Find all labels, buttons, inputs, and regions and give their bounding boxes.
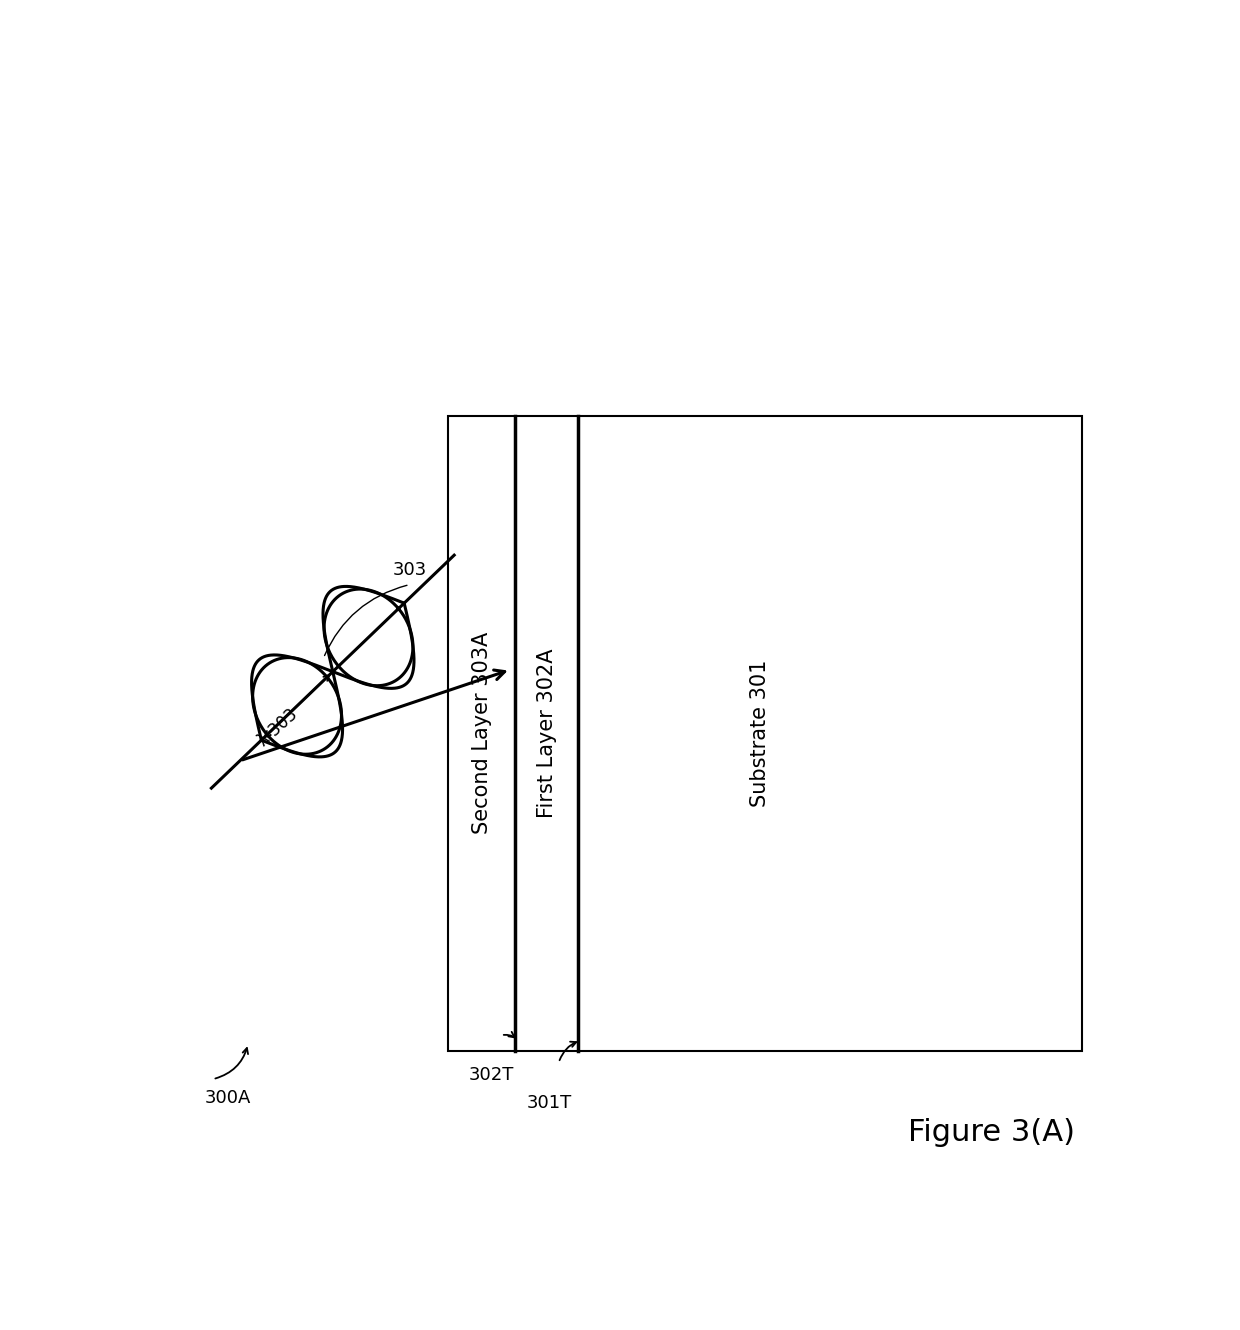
Text: 301T: 301T [527, 1093, 572, 1112]
Text: Second Layer 303A: Second Layer 303A [471, 632, 492, 834]
Text: 303: 303 [393, 561, 427, 580]
Text: First Layer 302A: First Layer 302A [537, 648, 557, 818]
Bar [448, 415, 1083, 1051]
Text: Substrate 301: Substrate 301 [750, 660, 770, 807]
Text: 302T: 302T [469, 1065, 515, 1084]
Text: 300A: 300A [205, 1089, 252, 1108]
Text: Figure 3(A): Figure 3(A) [908, 1119, 1075, 1146]
Text: λ-303: λ-303 [254, 705, 301, 750]
